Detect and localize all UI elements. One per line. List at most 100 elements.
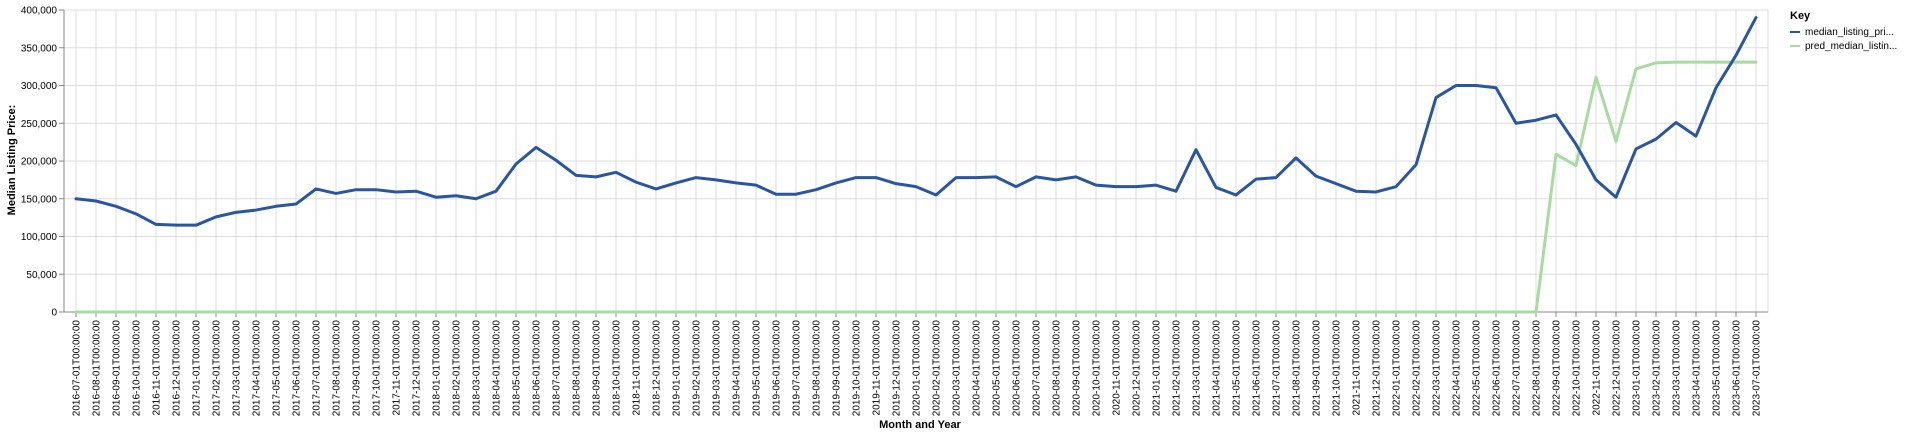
x-tick-label: 2022-12-01T00:00:00: [1612, 320, 1623, 417]
x-tick-label: 2018-12-01T00:00:00: [652, 320, 663, 417]
x-tick-label: 2016-07-01T00:00:00: [72, 320, 83, 417]
x-tick-label: 2020-11-01T00:00:00: [1112, 320, 1123, 416]
x-tick-label: 2017-02-01T00:00:00: [212, 320, 223, 417]
x-tick-label: 2021-05-01T00:00:00: [1232, 320, 1243, 417]
x-tick-label: 2020-04-01T00:00:00: [972, 320, 983, 417]
x-tick-label: 2023-07-01T00:00:00: [1752, 320, 1763, 417]
x-tick-label: 2021-12-01T00:00:00: [1372, 320, 1383, 417]
x-tick-label: 2020-09-01T00:00:00: [1072, 320, 1083, 417]
x-tick-label: 2017-03-01T00:00:00: [232, 320, 243, 417]
x-tick-label: 2017-07-01T00:00:00: [312, 320, 323, 417]
legend: Key median_listing_pri... pred_median_li…: [1790, 10, 1897, 52]
x-tick-label: 2019-06-01T00:00:00: [772, 320, 783, 417]
y-tick-label: 250,000: [21, 119, 58, 130]
x-tick-label: 2018-06-01T00:00:00: [532, 320, 543, 417]
x-tick-label: 2019-11-01T00:00:00: [872, 320, 883, 416]
x-tick-label: 2022-05-01T00:00:00: [1472, 320, 1483, 417]
x-tick-label: 2019-01-01T00:00:00: [672, 320, 683, 417]
grid-lines: [64, 10, 1768, 312]
x-tick-label: 2019-02-01T00:00:00: [692, 320, 703, 417]
x-tick-label: 2023-04-01T00:00:00: [1692, 320, 1703, 417]
x-tick-label: 2020-10-01T00:00:00: [1092, 320, 1103, 417]
legend-item-median: median_listing_pri...: [1790, 27, 1894, 38]
x-tick-label: 2020-03-01T00:00:00: [952, 320, 963, 417]
x-tick-label: 2022-01-01T00:00:00: [1392, 320, 1403, 417]
x-tick-label: 2016-09-01T00:00:00: [112, 320, 123, 417]
x-tick-label: 2018-01-01T00:00:00: [432, 320, 443, 417]
y-axis-title: Median Listing Price:: [6, 105, 18, 216]
x-tick-label: 2017-04-01T00:00:00: [252, 320, 263, 417]
x-tick-label: 2019-05-01T00:00:00: [752, 320, 763, 417]
x-tick-label: 2022-08-01T00:00:00: [1532, 320, 1543, 417]
x-tick-label: 2022-03-01T00:00:00: [1432, 320, 1443, 417]
x-tick-label: 2018-02-01T00:00:00: [452, 320, 463, 417]
x-tick-label: 2019-10-01T00:00:00: [852, 320, 863, 417]
x-tick-label: 2018-05-01T00:00:00: [512, 320, 523, 417]
x-tick-label: 2023-02-01T00:00:00: [1652, 320, 1663, 417]
x-tick-label: 2017-11-01T00:00:00: [392, 320, 403, 416]
y-tick-label: 200,000: [21, 157, 58, 168]
x-tick-label: 2018-08-01T00:00:00: [572, 320, 583, 417]
y-tick-label: 50,000: [26, 270, 57, 281]
legend-item-pred: pred_median_listin...: [1790, 41, 1897, 52]
x-tick-label: 2021-02-01T00:00:00: [1172, 320, 1183, 417]
x-tick-label: 2018-03-01T00:00:00: [472, 320, 483, 417]
x-tick-label: 2021-08-01T00:00:00: [1292, 320, 1303, 417]
x-tick-label: 2021-03-01T00:00:00: [1192, 320, 1203, 417]
x-tick-label: 2023-03-01T00:00:00: [1672, 320, 1683, 417]
x-tick-label: 2018-11-01T00:00:00: [632, 320, 643, 416]
x-tick-label: 2017-05-01T00:00:00: [272, 320, 283, 417]
legend-label-pred: pred_median_listin...: [1805, 41, 1897, 52]
x-tick-label: 2019-07-01T00:00:00: [792, 320, 803, 417]
x-tick-label: 2021-09-01T00:00:00: [1312, 320, 1323, 417]
x-tick-label: 2016-12-01T00:00:00: [172, 320, 183, 417]
x-tick-label: 2019-09-01T00:00:00: [832, 320, 843, 417]
x-tick-label: 2019-12-01T00:00:00: [892, 320, 903, 417]
x-tick-label: 2020-05-01T00:00:00: [992, 320, 1003, 417]
x-tick-label: 2018-04-01T00:00:00: [492, 320, 503, 417]
x-tick-label: 2017-01-01T00:00:00: [192, 320, 203, 417]
y-tick-label: 0: [51, 308, 57, 319]
x-tick-label: 2020-02-01T00:00:00: [932, 320, 943, 417]
x-tick-label: 2018-09-01T00:00:00: [592, 320, 603, 417]
x-tick-label: 2023-05-01T00:00:00: [1712, 320, 1723, 417]
x-tick-label: 2022-07-01T00:00:00: [1512, 320, 1523, 417]
x-tick-label: 2022-09-01T00:00:00: [1552, 320, 1563, 417]
x-tick-label: 2018-10-01T00:00:00: [612, 320, 623, 417]
x-tick-label: 2019-04-01T00:00:00: [732, 320, 743, 417]
axes: 0 50,000 100,000 150,000 200,000 250,000 300,0…: [21, 6, 1768, 417]
x-tick-label: 2017-06-01T00:00:00: [292, 320, 303, 417]
x-tick-label: 2019-08-01T00:00:00: [812, 320, 823, 417]
x-tick-label: 2017-08-01T00:00:00: [332, 320, 343, 417]
x-tick-label: 2023-06-01T00:00:00: [1732, 320, 1743, 417]
y-tick-label: 350,000: [21, 43, 58, 54]
x-axis-title: Month and Year: [879, 419, 961, 431]
legend-label-median: median_listing_pri...: [1805, 27, 1894, 38]
x-tick-label: 2022-06-01T00:00:00: [1492, 320, 1503, 417]
x-tick-label: 2020-08-01T00:00:00: [1052, 320, 1063, 417]
x-tick-label: 2017-09-01T00:00:00: [352, 320, 363, 417]
x-tick-label: 2016-10-01T00:00:00: [132, 320, 143, 417]
x-tick-label: 2022-04-01T00:00:00: [1452, 320, 1463, 417]
x-tick-label: 2022-10-01T00:00:00: [1572, 320, 1583, 417]
x-tick-label: 2020-06-01T00:00:00: [1012, 320, 1023, 417]
x-tick-label: 2021-10-01T00:00:00: [1332, 320, 1343, 417]
x-tick-label: 2021-07-01T00:00:00: [1272, 320, 1283, 417]
x-tick-label: 2022-02-01T00:00:00: [1412, 320, 1423, 417]
x-tick-label: 2018-07-01T00:00:00: [552, 320, 563, 417]
x-tick-label: 2021-06-01T00:00:00: [1252, 320, 1263, 417]
y-tick-label: 300,000: [21, 81, 58, 92]
y-tick-label: 400,000: [21, 6, 58, 17]
x-tick-label: 2017-12-01T00:00:00: [412, 320, 423, 417]
x-tick-label: 2021-01-01T00:00:00: [1152, 320, 1163, 417]
x-tick-label: 2020-01-01T00:00:00: [912, 320, 923, 417]
x-tick-label: 2020-12-01T00:00:00: [1132, 320, 1143, 417]
x-tick-label: 2021-04-01T00:00:00: [1212, 320, 1223, 417]
x-tick-label: 2023-01-01T00:00:00: [1632, 320, 1643, 417]
x-tick-label: 2019-03-01T00:00:00: [712, 320, 723, 417]
x-tick-label: 2016-08-01T00:00:00: [92, 320, 103, 417]
x-tick-label: 2021-11-01T00:00:00: [1352, 320, 1363, 416]
x-tick-label: 2017-10-01T00:00:00: [372, 320, 383, 417]
